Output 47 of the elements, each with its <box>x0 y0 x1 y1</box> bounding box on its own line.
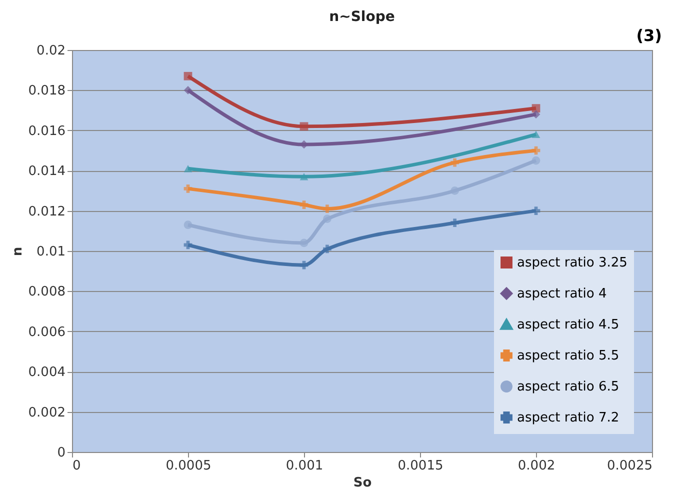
chart-title: n~Slope <box>329 9 395 25</box>
point <box>532 110 540 119</box>
y-tick-label: 0.012 <box>28 204 66 220</box>
point <box>300 200 308 209</box>
y-tick-label: 0.006 <box>28 324 66 340</box>
point <box>532 130 540 138</box>
x-axis-title: So <box>353 476 372 490</box>
point <box>184 72 192 80</box>
legend-label: aspect ratio 6.5 <box>517 380 620 394</box>
legend-label: aspect ratio 4 <box>517 286 607 302</box>
x-tick-label: 0.0005 <box>166 458 212 474</box>
point <box>300 122 308 131</box>
point <box>450 186 459 195</box>
point <box>532 206 540 215</box>
x-tick-label: 0.002 <box>518 458 556 474</box>
point <box>323 214 332 224</box>
point <box>184 86 192 94</box>
y-tick-label: 0.002 <box>28 405 66 420</box>
y-tick-label: 0.008 <box>28 284 66 300</box>
point <box>532 104 540 112</box>
point <box>532 156 540 165</box>
legend-label: aspect ratio 7.2 <box>517 410 620 426</box>
point <box>450 158 459 167</box>
y-tick-label: 0.018 <box>28 84 66 99</box>
point <box>300 260 308 270</box>
x-tick-label: 0 <box>72 458 81 474</box>
y-tick-label: 0.016 <box>28 124 66 139</box>
point <box>184 164 192 172</box>
y-tick-label: 0.01 <box>36 244 66 260</box>
x-tick-label: 0.0025 <box>607 458 652 474</box>
text: (3) <box>636 26 662 45</box>
y-tick-label: 0.02 <box>36 44 66 58</box>
y-tick-label: 0.004 <box>28 365 66 380</box>
y-tick-label: 0.014 <box>28 164 66 180</box>
point <box>184 220 192 230</box>
x-tick-label: 0.001 <box>286 458 324 474</box>
legend-label: aspect ratio 4.5 <box>517 318 620 332</box>
y-axis-title: n <box>10 246 26 256</box>
point <box>300 173 308 180</box>
point <box>300 238 308 248</box>
y-tick-label: 0 <box>57 446 66 460</box>
point <box>184 184 192 193</box>
point <box>450 218 459 228</box>
point <box>323 244 332 254</box>
x-tick-label: 0.0015 <box>398 458 444 474</box>
legend-label: aspect ratio 5.5 <box>517 348 620 364</box>
legend-label: aspect ratio 3.25 <box>517 256 628 270</box>
